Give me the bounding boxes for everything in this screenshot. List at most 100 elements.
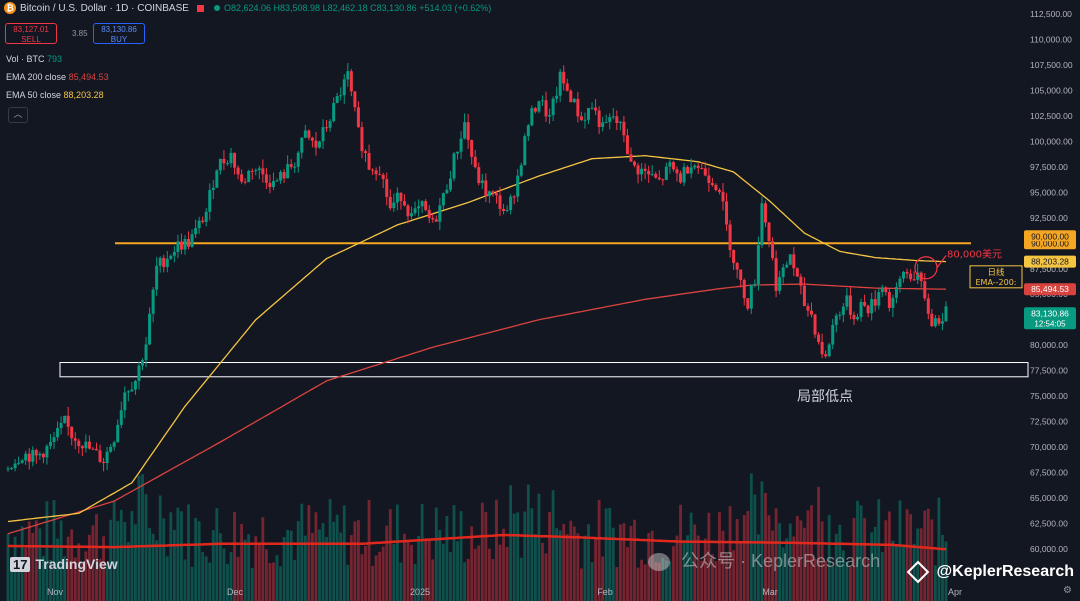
candle-body	[441, 193, 445, 206]
candle-body	[73, 438, 77, 441]
legend-collapse-button[interactable]: ︿	[8, 107, 28, 123]
volume-bar	[105, 565, 109, 601]
sell-button[interactable]: 83,127.01 SELL	[5, 23, 57, 44]
candle-body	[930, 313, 934, 327]
y-tick-label: 70,000.00	[1030, 442, 1068, 452]
candle-body	[763, 203, 767, 223]
market-status-icon	[213, 5, 220, 11]
candle-body	[300, 137, 304, 153]
volume-bar	[307, 505, 311, 601]
volume-bar	[941, 534, 944, 601]
candle-body	[27, 453, 31, 462]
buy-button[interactable]: 83,130.86 BUY	[93, 23, 145, 44]
candle-body	[809, 310, 813, 315]
candle-body	[438, 205, 442, 222]
candle-body	[346, 71, 350, 80]
candle-body	[473, 156, 477, 168]
y-tick-label: 95,000.00	[1030, 187, 1068, 197]
y-tick-label: 110,000.00	[1030, 34, 1072, 44]
candle-body	[732, 250, 736, 263]
candle-body	[349, 71, 353, 92]
volume-bar	[944, 541, 948, 601]
symbol-title[interactable]: Bitcoin / U.S. Dollar · 1D · COINBASE	[20, 2, 189, 14]
legend-volume[interactable]: Vol · BTC 793	[6, 54, 63, 64]
candle-body	[303, 130, 307, 138]
volume-bar	[98, 558, 102, 601]
candle-body	[381, 174, 385, 180]
volume-bar	[431, 559, 435, 601]
volume-bar	[452, 505, 456, 601]
candle-body	[827, 344, 831, 357]
volume-bar	[134, 524, 137, 601]
candle-body	[459, 138, 463, 152]
candle-body	[494, 193, 498, 196]
price-tag	[1024, 230, 1076, 242]
volume-bar	[275, 555, 279, 601]
volume-bar	[456, 541, 459, 601]
volume-bar	[537, 493, 541, 601]
candle-body	[148, 313, 152, 345]
volume-bar	[491, 559, 495, 601]
candle-body	[788, 254, 792, 265]
volume-bar	[367, 499, 371, 601]
volume-bar	[349, 535, 353, 601]
volume-bar	[909, 514, 913, 601]
candle-body	[94, 448, 98, 451]
wechat-icon	[648, 553, 670, 572]
candle-body	[813, 314, 817, 335]
candle-body	[611, 116, 615, 118]
volume-bar	[827, 514, 831, 601]
candle-body	[682, 167, 686, 183]
volume-bar	[410, 544, 413, 601]
volume-bar	[321, 523, 325, 601]
volume-bar	[130, 511, 134, 601]
candle-body	[898, 278, 902, 288]
candle-body	[268, 182, 272, 188]
candle-body	[608, 117, 612, 122]
volume-bar	[17, 562, 21, 601]
volume-bar	[10, 560, 13, 601]
candle-body	[498, 195, 502, 209]
candle-body	[640, 168, 644, 175]
candle-body	[176, 241, 180, 252]
legend-ema200[interactable]: EMA 200 close 85,494.53	[6, 72, 109, 82]
volume-bar	[155, 540, 159, 601]
volume-bar	[806, 510, 810, 601]
volume-bar	[222, 548, 226, 601]
price-tag-countdown: 12:54:05	[1034, 319, 1066, 328]
candle-body	[919, 272, 923, 282]
volume-bar	[530, 508, 534, 601]
candle-body	[852, 314, 856, 320]
candle-body	[133, 380, 137, 390]
volume-bar	[601, 556, 605, 601]
candle-body	[583, 119, 587, 121]
candle-body	[654, 174, 658, 178]
volume-bar	[813, 558, 817, 601]
candle-body	[335, 96, 339, 103]
volume-bar	[169, 512, 173, 601]
volume-bar	[509, 485, 513, 601]
candle-body	[218, 158, 222, 171]
volume-bar	[746, 511, 750, 601]
volume-bar	[732, 550, 736, 601]
volume-bar	[682, 542, 686, 601]
candle-body	[215, 170, 219, 188]
volume-bar	[342, 505, 346, 601]
candle-body	[66, 415, 70, 427]
settings-gear-icon[interactable]: ⚙	[1063, 585, 1072, 596]
candle-body	[236, 167, 240, 175]
candle-body	[388, 196, 392, 209]
ema50-line	[7, 154, 947, 523]
price-tag-label: 88,203.28	[1031, 257, 1069, 267]
volume-bar	[919, 528, 923, 601]
volume-bar	[45, 501, 49, 601]
candle-body	[551, 98, 555, 116]
volume-bar	[24, 548, 28, 601]
candle-body	[307, 130, 311, 138]
legend-ema50[interactable]: EMA 50 close 88,203.28	[6, 90, 104, 100]
candle-body	[728, 224, 732, 251]
volume-bar	[109, 519, 113, 601]
volume-bar	[49, 559, 52, 601]
volume-bar	[434, 507, 438, 601]
